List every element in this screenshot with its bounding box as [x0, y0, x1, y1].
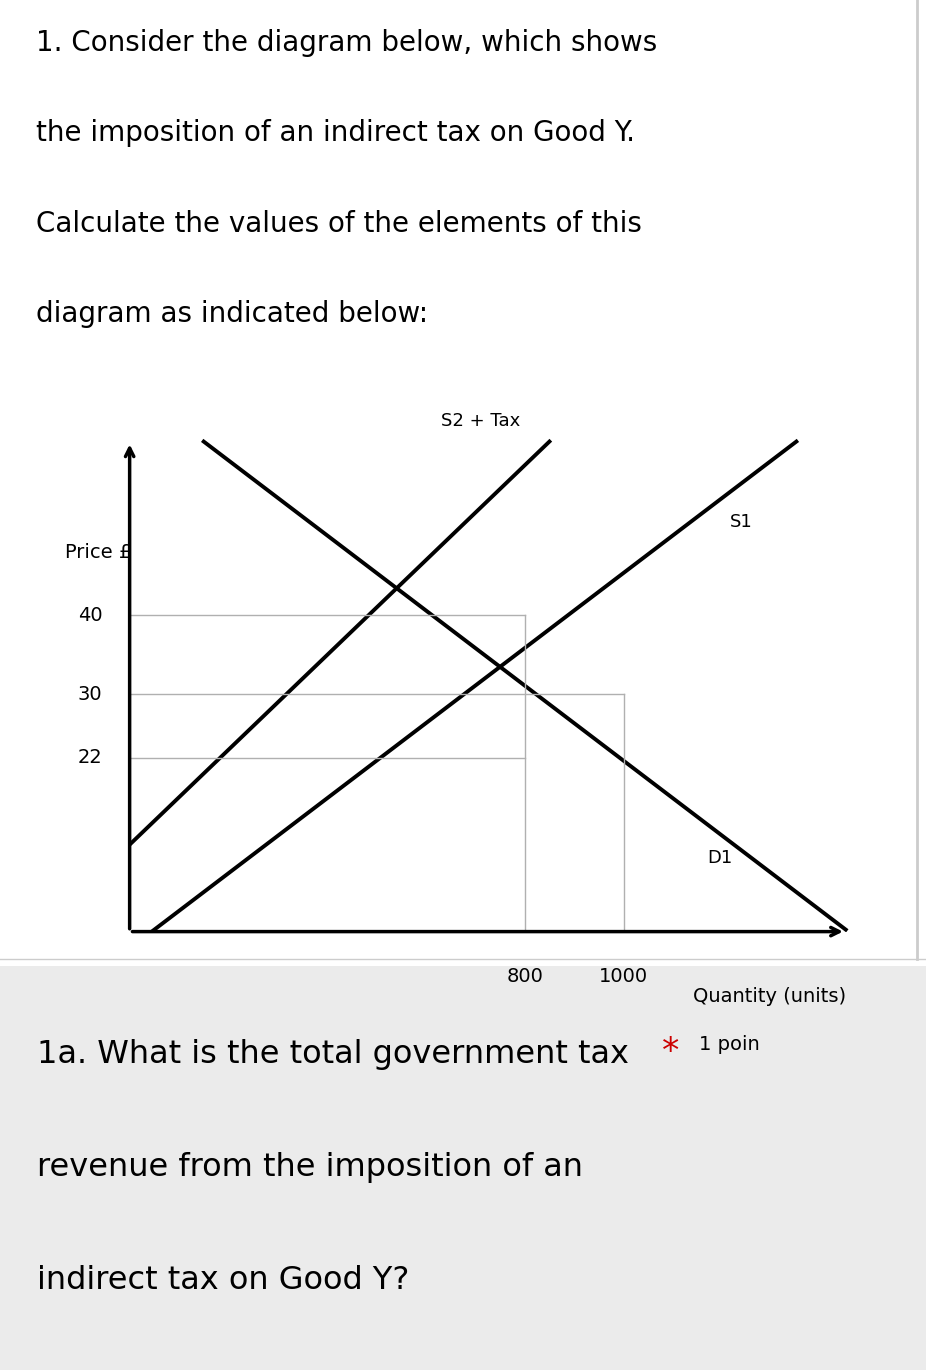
Text: Calculate the values of the elements of this: Calculate the values of the elements of …	[36, 210, 642, 237]
Text: 1. Consider the diagram below, which shows: 1. Consider the diagram below, which sho…	[36, 29, 657, 56]
Text: 1000: 1000	[599, 967, 648, 986]
Text: 40: 40	[78, 606, 103, 625]
Text: the imposition of an indirect tax on Good Y.: the imposition of an indirect tax on Goo…	[36, 119, 635, 147]
Text: D1: D1	[707, 848, 732, 867]
Text: revenue from the imposition of an: revenue from the imposition of an	[37, 1152, 583, 1182]
Text: Quantity (units): Quantity (units)	[693, 986, 845, 1006]
Text: 800: 800	[507, 967, 544, 986]
Text: S1: S1	[730, 512, 753, 530]
Text: S2 + Tax: S2 + Tax	[441, 412, 520, 430]
Text: Price £: Price £	[66, 543, 131, 562]
Text: *: *	[662, 1034, 680, 1069]
Text: 22: 22	[78, 748, 103, 767]
Text: 1a. What is the total government tax: 1a. What is the total government tax	[37, 1038, 629, 1070]
Text: 30: 30	[78, 685, 103, 704]
Text: diagram as indicated below:: diagram as indicated below:	[36, 300, 429, 327]
Text: 1 poin: 1 poin	[699, 1034, 760, 1054]
Text: indirect tax on Good Y?: indirect tax on Good Y?	[37, 1265, 409, 1296]
